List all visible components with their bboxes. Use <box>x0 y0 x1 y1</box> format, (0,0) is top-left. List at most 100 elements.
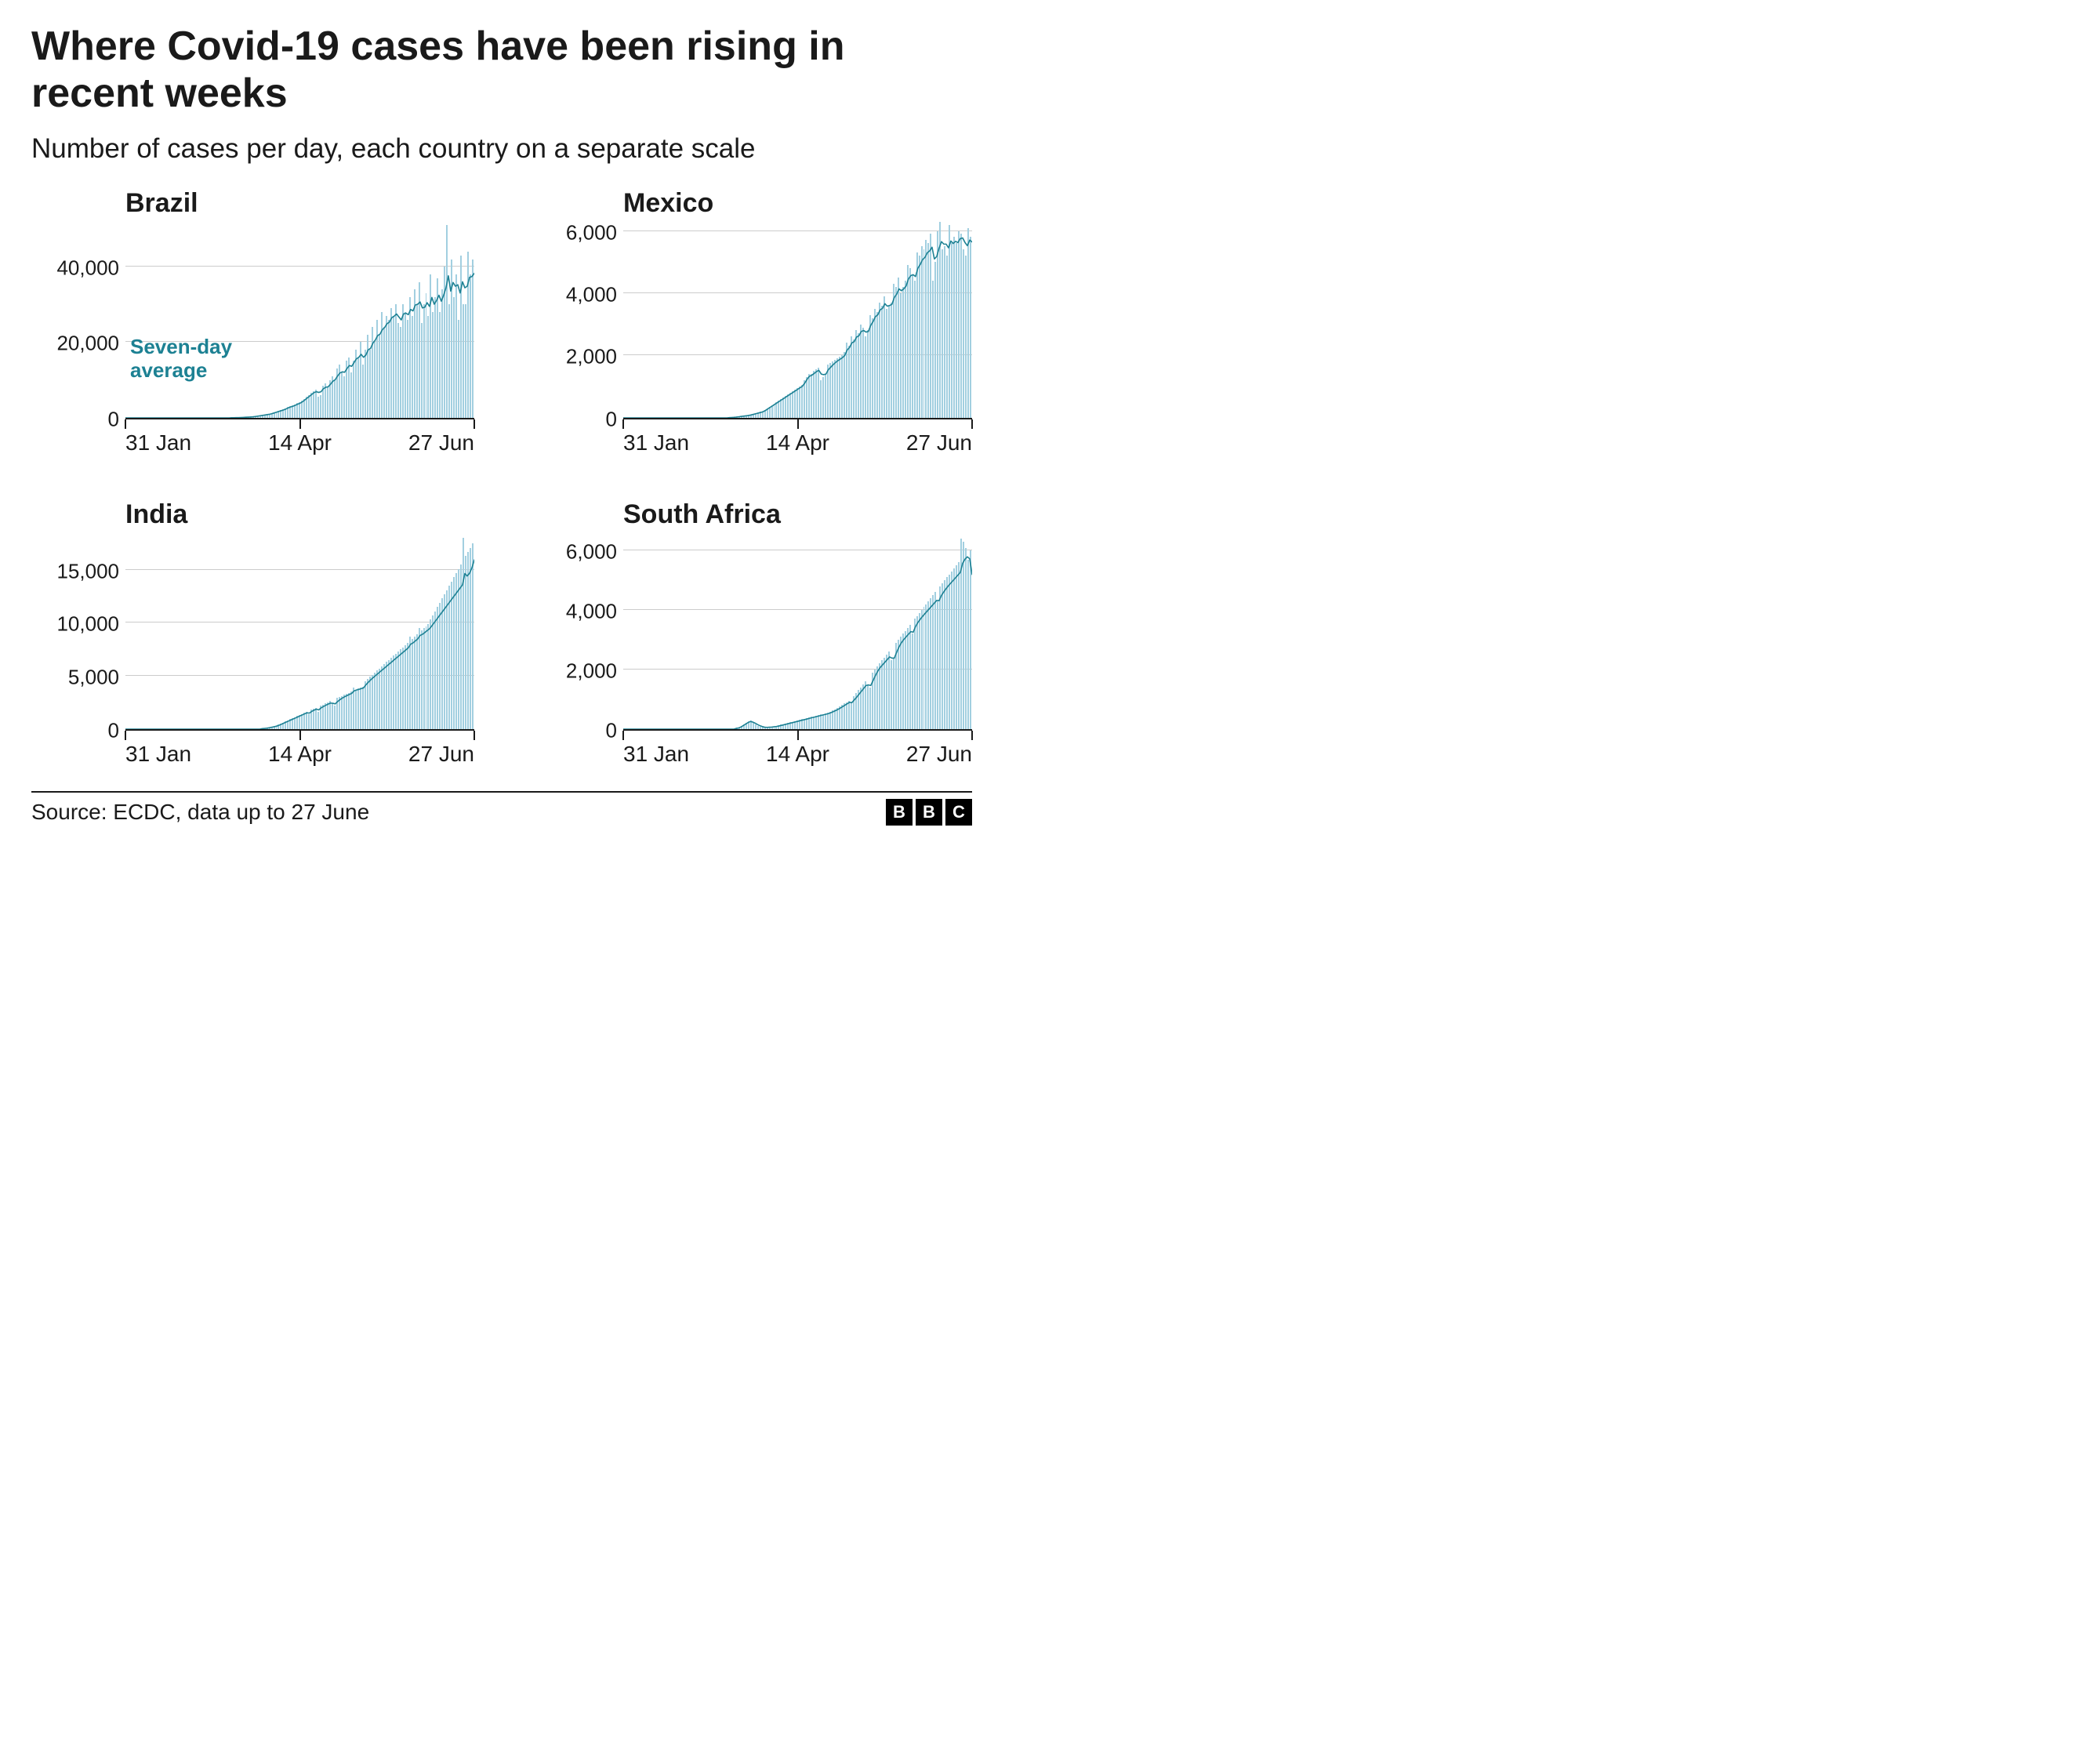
bar <box>909 625 911 729</box>
bar <box>865 681 866 729</box>
bar <box>362 687 364 729</box>
bar <box>362 365 364 417</box>
bar <box>343 695 345 728</box>
bar <box>841 355 843 417</box>
bar <box>379 335 380 418</box>
bar <box>439 603 441 729</box>
bar <box>925 240 927 417</box>
bar <box>336 368 338 418</box>
bar <box>851 702 852 729</box>
bar <box>746 416 747 418</box>
bar <box>451 582 452 729</box>
bar <box>301 714 303 729</box>
bar <box>905 631 906 729</box>
bar <box>367 335 368 418</box>
x-labels: 31 Jan14 Apr27 Jun <box>623 429 972 460</box>
bar <box>902 633 904 728</box>
x-tick-mark <box>125 731 126 740</box>
bar <box>921 610 923 729</box>
y-tick-label: 40,000 <box>56 256 119 281</box>
bar <box>259 416 261 418</box>
bar <box>369 677 371 728</box>
bar <box>792 391 793 418</box>
bar <box>325 383 326 417</box>
panels-grid: Brazil020,00040,000Seven-day average31 J… <box>31 188 972 771</box>
bar <box>874 309 876 418</box>
bar <box>310 710 312 728</box>
bar <box>914 619 916 728</box>
bar <box>780 399 782 418</box>
bar <box>834 360 836 417</box>
x-tick-label: 27 Jun <box>408 430 474 456</box>
bbc-logo-letter: C <box>945 799 972 826</box>
y-tick-label: 20,000 <box>56 332 119 356</box>
bar <box>872 318 873 418</box>
bar <box>753 723 754 729</box>
bar <box>416 304 418 417</box>
panel-title: Brazil <box>125 188 474 219</box>
x-tick-label: 14 Apr <box>268 742 332 767</box>
bar <box>434 297 436 418</box>
bar <box>407 320 408 418</box>
footer: Source: ECDC, data up to 27 June BBC <box>31 791 972 826</box>
bar <box>289 719 291 728</box>
bar <box>956 243 957 417</box>
bar <box>245 417 247 418</box>
bar <box>458 569 459 729</box>
bar <box>444 267 445 417</box>
bar <box>264 415 266 418</box>
bar <box>292 405 293 417</box>
bar <box>432 615 434 729</box>
bar <box>267 414 268 417</box>
bar <box>292 718 293 729</box>
x-tick-label: 31 Jan <box>125 742 191 767</box>
bar <box>271 727 273 729</box>
bar <box>269 414 270 418</box>
bar <box>851 336 852 417</box>
bar <box>353 361 354 417</box>
bar <box>287 720 288 729</box>
bar <box>789 393 791 418</box>
chart-wrap: 05,00010,00015,000 <box>31 535 474 731</box>
bar <box>949 575 950 729</box>
bar <box>862 328 864 418</box>
bar <box>434 612 436 729</box>
bar <box>888 306 890 418</box>
bar <box>853 696 855 729</box>
bar <box>801 719 803 728</box>
bar <box>390 658 392 729</box>
bar <box>799 720 800 728</box>
bar <box>455 274 457 418</box>
bar <box>287 407 288 417</box>
bar <box>884 658 885 729</box>
bar <box>813 371 815 418</box>
bar <box>393 655 394 728</box>
bar <box>855 693 857 728</box>
bar <box>778 401 779 418</box>
panel-india: India05,00010,00015,00031 Jan14 Apr27 Ju… <box>31 499 474 771</box>
bar <box>818 368 819 417</box>
bar <box>804 719 805 729</box>
bar <box>313 709 314 729</box>
bar <box>811 374 812 418</box>
bar <box>767 408 768 418</box>
bar <box>296 716 298 728</box>
bar <box>294 405 296 418</box>
bar <box>820 714 822 728</box>
bar <box>409 637 411 729</box>
bar <box>453 577 455 728</box>
x-tick-label: 14 Apr <box>766 430 829 456</box>
bbc-logo: BBC <box>886 799 972 826</box>
bar <box>388 320 390 418</box>
y-axis: 05,00010,00015,000 <box>31 535 125 731</box>
bar <box>386 316 387 418</box>
bar <box>792 722 793 729</box>
bar <box>357 688 359 728</box>
bar <box>787 394 789 418</box>
bar <box>844 703 845 728</box>
bar <box>451 260 452 418</box>
bar <box>916 252 918 417</box>
x-labels: 31 Jan14 Apr27 Jun <box>125 429 474 460</box>
x-labels: 31 Jan14 Apr27 Jun <box>623 740 972 771</box>
bar <box>444 594 445 729</box>
